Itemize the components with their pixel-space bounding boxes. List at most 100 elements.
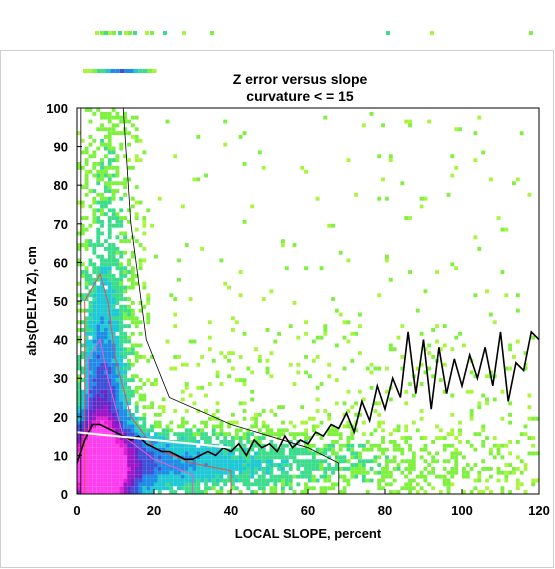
heatmap-cell bbox=[504, 463, 509, 467]
heatmap-cell bbox=[88, 412, 93, 417]
y-tick-label: 70 bbox=[54, 217, 68, 232]
heatmap-cell bbox=[250, 443, 255, 448]
heatmap-cell bbox=[227, 424, 232, 429]
heatmap-cell bbox=[84, 285, 89, 290]
heatmap-cell bbox=[388, 154, 393, 159]
heatmap-cell bbox=[119, 142, 124, 147]
heatmap-cell bbox=[361, 443, 366, 448]
heatmap-cell bbox=[96, 470, 101, 475]
heatmap-cell bbox=[104, 247, 108, 251]
heatmap-cell bbox=[415, 490, 420, 494]
heatmap-cell bbox=[219, 351, 224, 356]
heatmap-cell bbox=[184, 474, 189, 479]
heatmap-cell bbox=[438, 428, 443, 433]
heatmap-cell bbox=[246, 366, 251, 371]
heatmap-cell bbox=[388, 432, 393, 437]
heatmap-cell bbox=[104, 474, 108, 479]
heatmap-cell bbox=[288, 482, 293, 487]
heatmap-cell bbox=[100, 266, 104, 271]
heatmap-cell bbox=[250, 455, 255, 460]
heatmap-cell bbox=[277, 436, 282, 440]
heatmap-cell bbox=[107, 436, 112, 440]
heatmap-cell bbox=[315, 478, 320, 483]
chart-frame bbox=[0, 50, 554, 568]
heatmap-cell bbox=[292, 451, 297, 456]
strip-cell bbox=[104, 31, 108, 35]
heatmap-cell bbox=[450, 482, 455, 487]
heatmap-cell bbox=[138, 266, 143, 271]
heatmap-cell bbox=[284, 455, 289, 460]
heatmap-cell bbox=[319, 382, 324, 386]
heatmap-cell bbox=[346, 420, 351, 425]
heatmap-cell bbox=[219, 424, 224, 429]
heatmap-cell bbox=[204, 393, 208, 398]
heatmap-cell bbox=[327, 412, 332, 417]
heatmap-cell bbox=[311, 416, 316, 421]
heatmap-cell bbox=[88, 119, 93, 124]
heatmap-cell bbox=[115, 343, 120, 348]
heatmap-cell bbox=[254, 443, 258, 448]
heatmap-cell bbox=[130, 115, 135, 120]
heatmap-cell bbox=[134, 486, 139, 491]
heatmap-cell bbox=[119, 443, 124, 448]
heatmap-cell bbox=[173, 366, 178, 371]
heatmap-cell bbox=[311, 455, 316, 460]
strip-cell bbox=[150, 31, 154, 35]
heatmap-cell bbox=[427, 451, 432, 456]
heatmap-cell bbox=[385, 447, 389, 452]
heatmap-cell bbox=[77, 420, 81, 425]
heatmap-cell bbox=[115, 181, 120, 186]
heatmap-cell bbox=[80, 185, 85, 190]
heatmap-cell bbox=[184, 385, 189, 390]
heatmap-cell bbox=[454, 463, 459, 467]
heatmap-cell bbox=[146, 293, 151, 298]
heatmap-cell bbox=[396, 443, 401, 448]
heatmap-cell bbox=[134, 474, 139, 479]
heatmap-cell bbox=[388, 440, 393, 444]
heatmap-cell bbox=[323, 474, 328, 479]
heatmap-cell bbox=[92, 216, 97, 220]
heatmap-cell bbox=[107, 235, 112, 240]
heatmap-cell bbox=[92, 463, 97, 467]
heatmap-cell bbox=[423, 347, 428, 352]
heatmap-cell bbox=[481, 428, 486, 433]
heatmap-cell bbox=[188, 428, 193, 433]
heatmap-cell bbox=[200, 420, 205, 425]
heatmap-cell bbox=[100, 397, 104, 402]
heatmap-cell bbox=[331, 467, 335, 471]
colorbar-cell bbox=[142, 69, 148, 73]
heatmap-cell bbox=[173, 451, 178, 456]
heatmap-cell bbox=[504, 478, 509, 483]
heatmap-cell bbox=[100, 451, 104, 456]
heatmap-cell bbox=[227, 374, 232, 379]
heatmap-cell bbox=[192, 432, 197, 437]
heatmap-cell bbox=[100, 142, 104, 147]
heatmap-cell bbox=[92, 470, 97, 475]
heatmap-cell bbox=[154, 486, 158, 491]
heatmap-cell bbox=[231, 440, 235, 444]
heatmap-cell bbox=[96, 181, 101, 186]
heatmap-cell bbox=[92, 320, 97, 325]
heatmap-cell bbox=[404, 486, 409, 491]
heatmap-cell bbox=[84, 382, 89, 386]
heatmap-cell bbox=[408, 467, 412, 471]
heatmap-cell bbox=[385, 366, 389, 371]
heatmap-cell bbox=[84, 443, 89, 448]
heatmap-cell bbox=[88, 316, 93, 321]
heatmap-cell bbox=[231, 366, 235, 371]
x-tick-label: 20 bbox=[147, 503, 161, 518]
heatmap-cell bbox=[84, 324, 89, 329]
heatmap-cell bbox=[104, 355, 108, 359]
heatmap-cell bbox=[107, 490, 112, 494]
heatmap-cell bbox=[492, 436, 497, 440]
heatmap-cell bbox=[134, 470, 139, 475]
heatmap-cell bbox=[107, 266, 112, 271]
heatmap-cell bbox=[173, 447, 178, 452]
heatmap-cell bbox=[261, 165, 266, 170]
heatmap-cell bbox=[84, 412, 89, 417]
heatmap-cell bbox=[519, 432, 524, 437]
heatmap-cell bbox=[454, 447, 459, 452]
heatmap-cell bbox=[96, 308, 101, 313]
heatmap-cell bbox=[96, 463, 101, 467]
heatmap-cell bbox=[92, 467, 97, 471]
